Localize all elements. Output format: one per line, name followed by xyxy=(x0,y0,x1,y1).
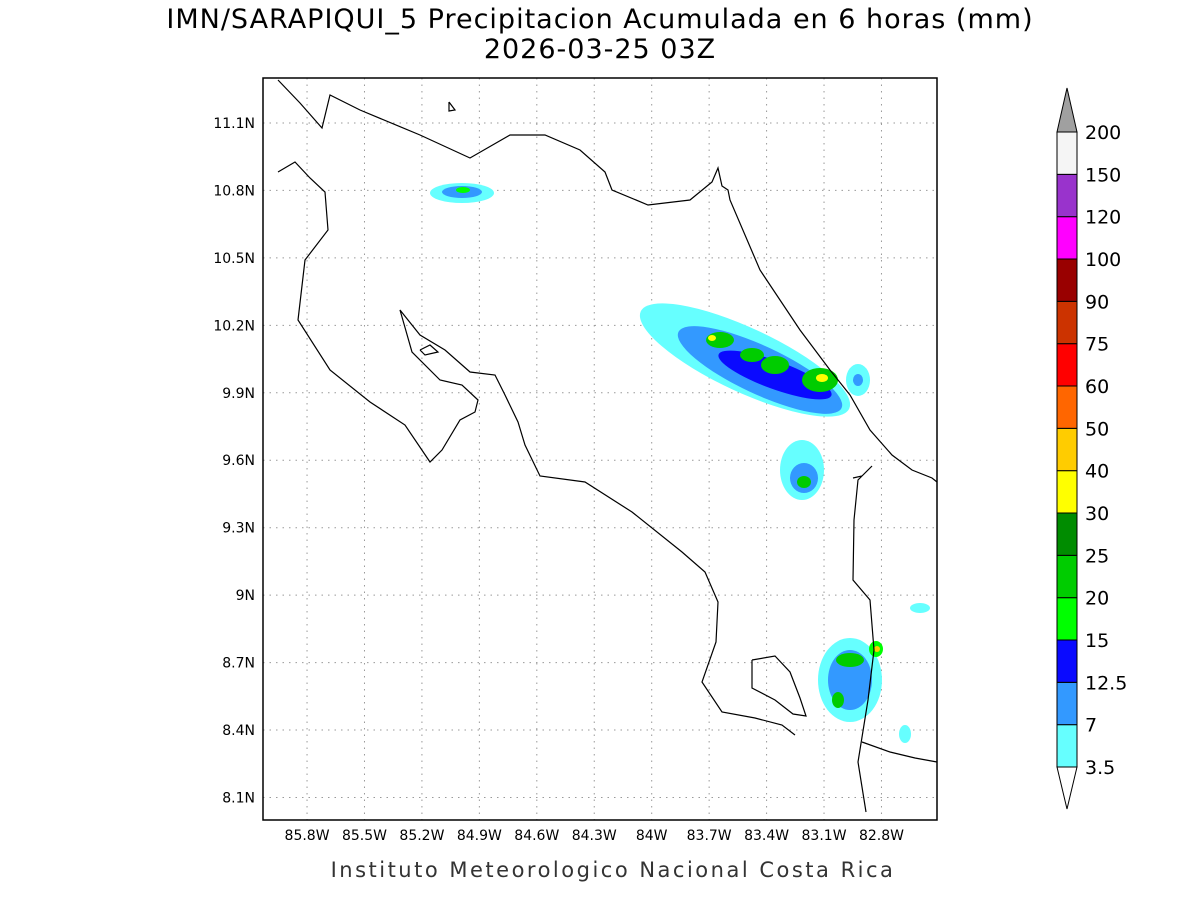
y-tick-label: 10.2N xyxy=(213,318,255,334)
x-tick-label: 84W xyxy=(636,828,668,844)
coastlines xyxy=(277,79,938,813)
colorbar-label: 30 xyxy=(1085,503,1109,525)
y-tick-label: 9.3N xyxy=(222,521,255,537)
x-tick-label: 84.9W xyxy=(457,828,502,844)
subtitle: 2026-03-25 03Z xyxy=(484,34,716,65)
y-tick-label: 11.1N xyxy=(213,116,255,132)
colorbar-label: 3.5 xyxy=(1085,757,1115,779)
y-tick-label: 10.8N xyxy=(213,183,255,199)
map-frame xyxy=(262,77,938,821)
colorbar-swatch xyxy=(1056,216,1078,260)
y-tick-label: 9.9N xyxy=(222,386,255,402)
colorbar-label: 25 xyxy=(1085,545,1109,567)
colorbar-label: 7 xyxy=(1085,715,1097,737)
colorbar-swatch xyxy=(1056,597,1078,641)
precipitation xyxy=(430,183,930,743)
colorbar-swatch xyxy=(1056,343,1078,387)
colorbar-over xyxy=(1056,87,1078,133)
x-tick-label: 85.5W xyxy=(342,828,387,844)
colorbar-label: 20 xyxy=(1085,588,1109,610)
axis-labels: 85.8W 85.5W 85.2W 84.9W 84.6W 84.3W 84W 83.7W 83… xyxy=(213,116,904,844)
y-tick-label: 8.7N xyxy=(222,656,255,672)
colorbar-label: 200 xyxy=(1085,122,1121,144)
colorbar-swatch xyxy=(1056,173,1078,218)
colorbar-swatch xyxy=(1056,131,1078,175)
colorbar-under xyxy=(1056,766,1078,810)
x-tick-label: 82.8W xyxy=(859,828,904,844)
colorbar-label: 12.5 xyxy=(1085,672,1127,694)
colorbar-swatch xyxy=(1056,681,1078,726)
y-tick-label: 8.1N xyxy=(222,791,255,807)
colorbar-label: 40 xyxy=(1085,461,1109,483)
colorbar-label: 15 xyxy=(1085,630,1109,652)
x-tick-label: 83.4W xyxy=(744,828,789,844)
colorbar-label: 90 xyxy=(1085,291,1109,313)
x-tick-label: 84.6W xyxy=(514,828,559,844)
x-tick-label: 85.8W xyxy=(285,828,330,844)
colorbar-swatch xyxy=(1056,470,1078,514)
colorbar-label: 100 xyxy=(1085,249,1121,271)
colorbar-swatch xyxy=(1056,385,1078,429)
colorbar-swatch xyxy=(1056,427,1078,472)
colorbar-swatch xyxy=(1056,300,1078,345)
colorbar-swatch xyxy=(1056,512,1078,556)
colorbar-swatch xyxy=(1056,724,1078,768)
title: IMN/SARAPIQUI_5 Precipitacion Acumulada … xyxy=(166,4,1033,35)
colorbar-label: 75 xyxy=(1085,334,1109,356)
y-tick-label: 9.6N xyxy=(222,453,255,469)
colorbar-label: 150 xyxy=(1085,164,1121,186)
x-tick-label: 84.3W xyxy=(572,828,617,844)
y-tick-label: 10.5N xyxy=(213,251,255,267)
x-tick-label: 83.7W xyxy=(687,828,732,844)
y-tick-label: 9N xyxy=(236,588,255,604)
x-tick-label: 83.1W xyxy=(802,828,847,844)
colorbar-swatch xyxy=(1056,554,1078,599)
y-tick-label: 8.4N xyxy=(222,723,255,739)
footer: Instituto Meteorologico Nacional Costa R… xyxy=(331,858,896,882)
colorbar: 3.5 7 12.5 15 20 25 30 40 50 60 75 90 100 120 150 200 xyxy=(1056,87,1127,810)
colorbar-swatch xyxy=(1056,258,1078,302)
colorbar-label: 60 xyxy=(1085,376,1109,398)
x-tick-label: 85.2W xyxy=(399,828,444,844)
colorbar-swatch xyxy=(1056,639,1078,683)
colorbar-label: 50 xyxy=(1085,418,1109,440)
colorbar-label: 120 xyxy=(1085,207,1121,229)
